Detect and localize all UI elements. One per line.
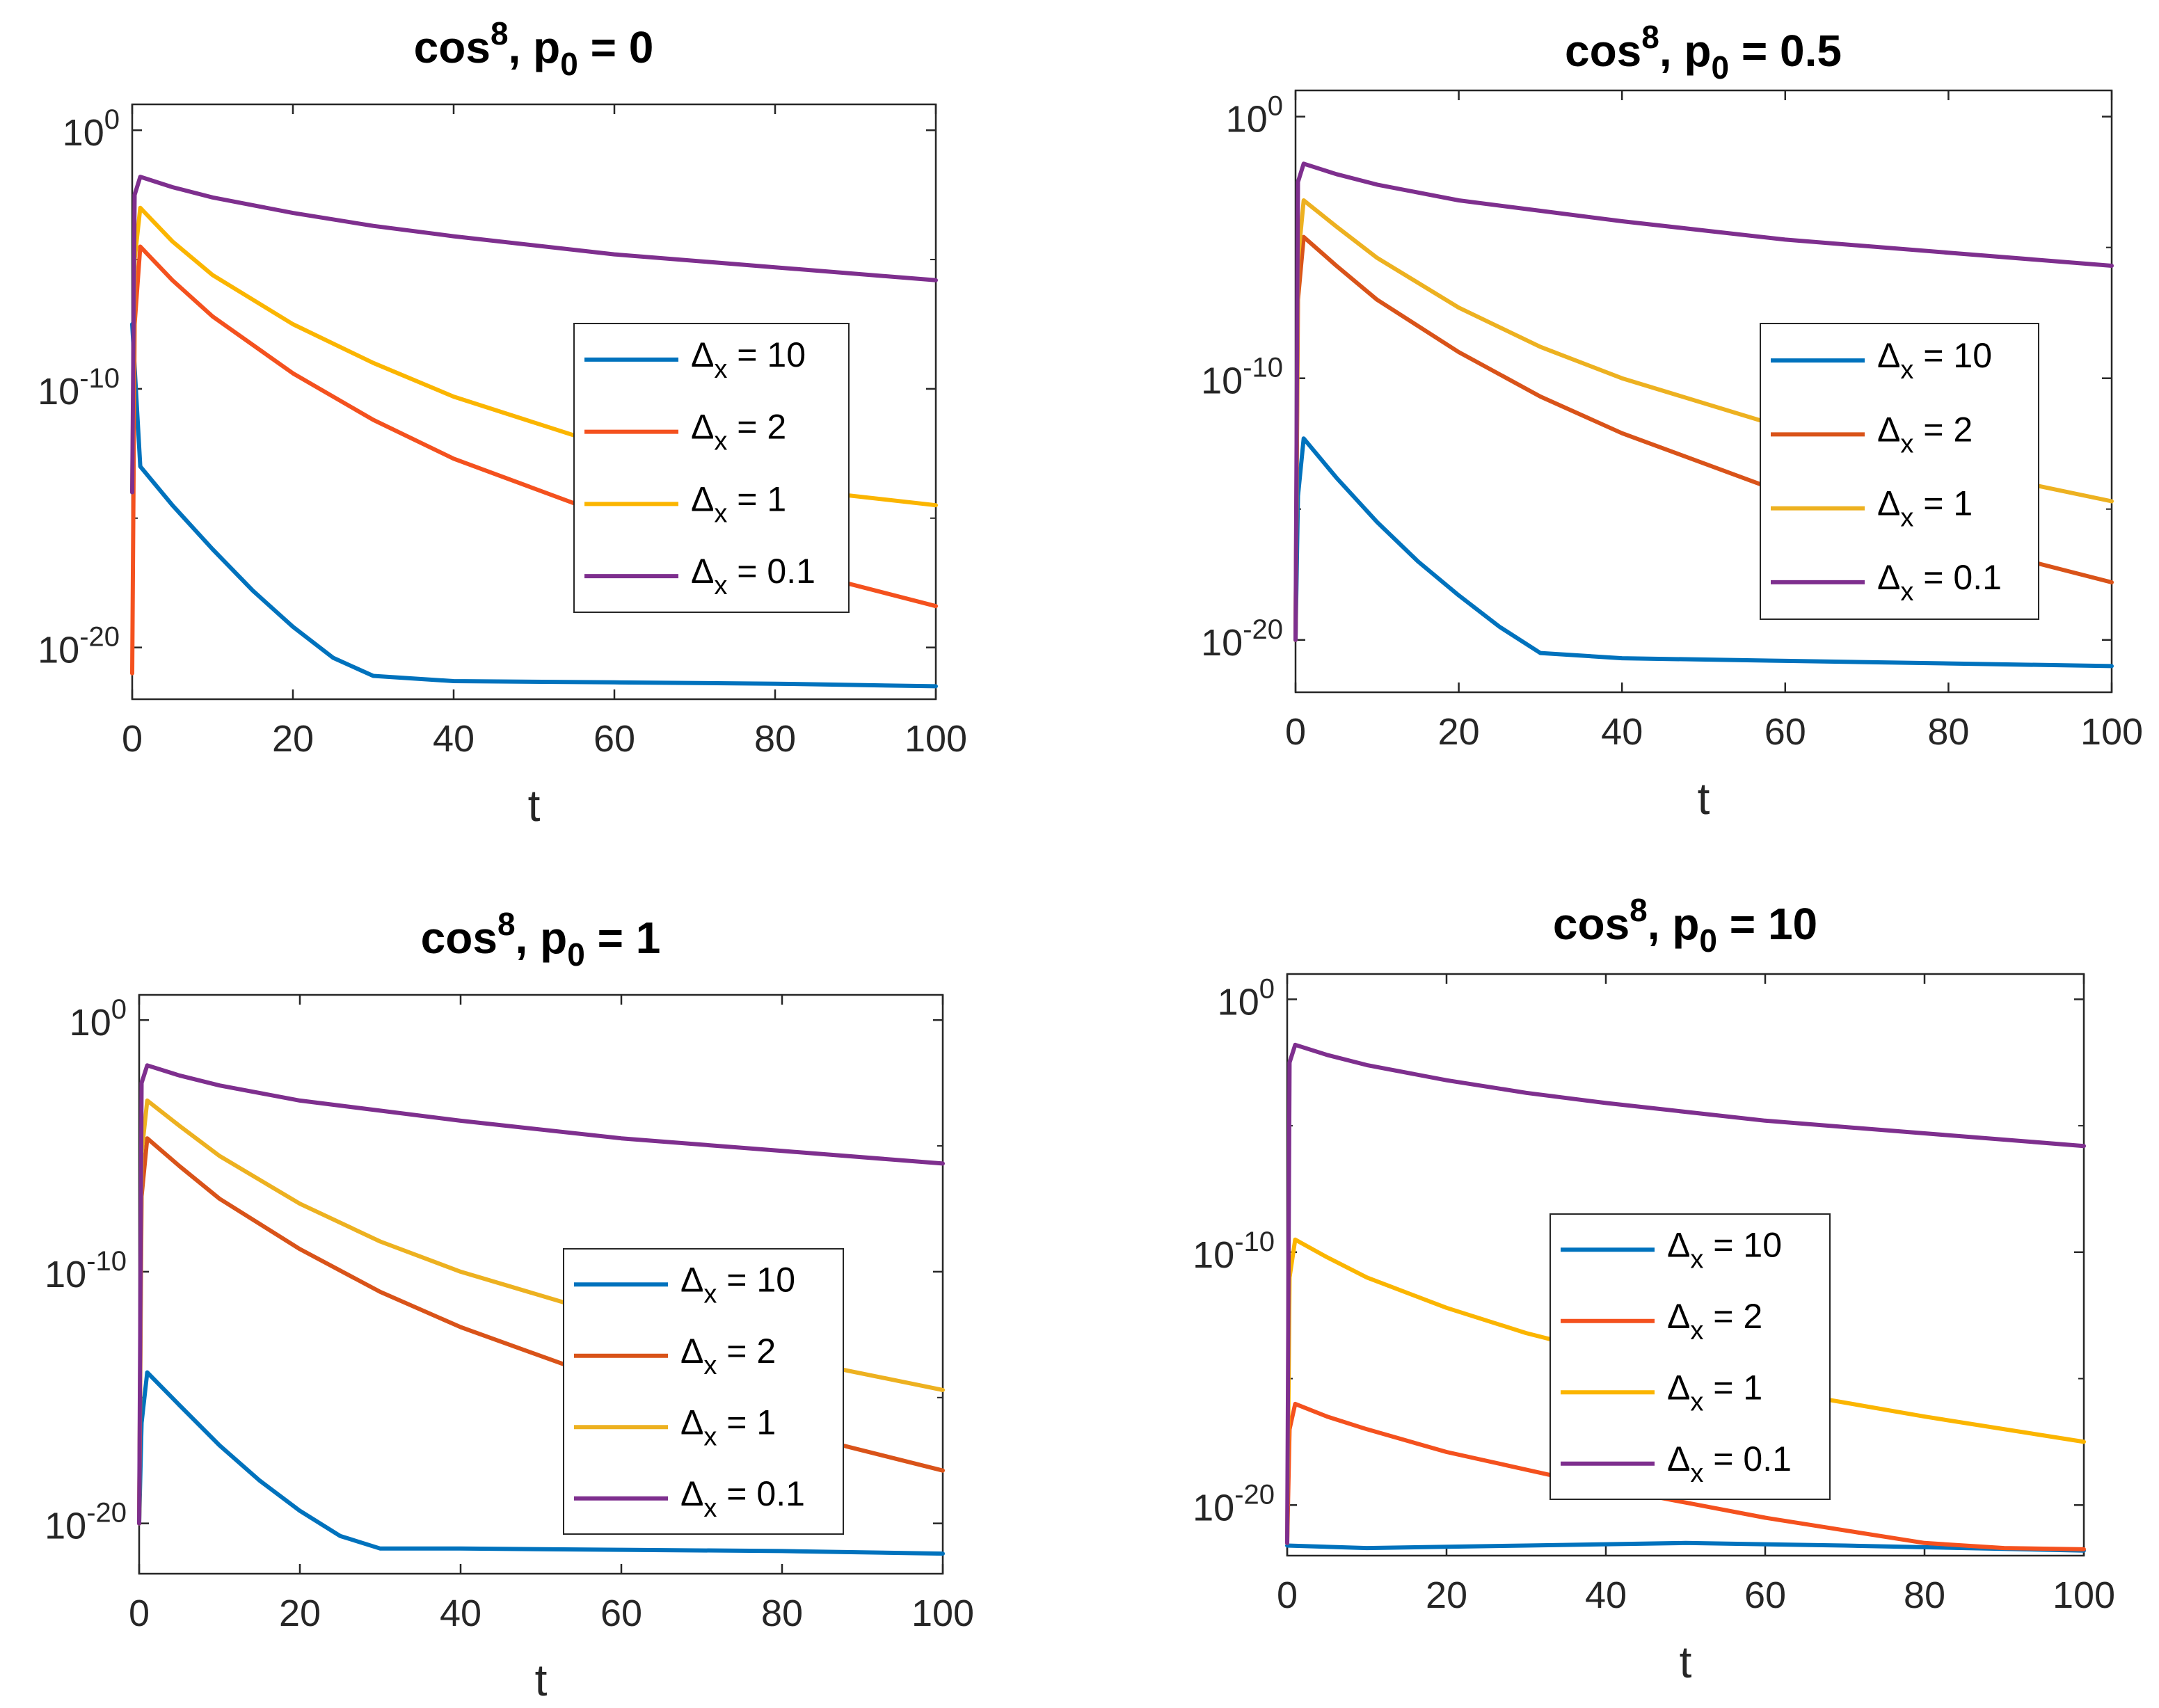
legend-entry: Δx = 10 bbox=[1877, 336, 1992, 385]
series-line-4 bbox=[1285, 1042, 2086, 1545]
x-tick-label: 0 bbox=[1285, 711, 1306, 753]
legend-entry: Δx = 0.1 bbox=[691, 552, 815, 600]
legend: Δx = 10 Δx = 2 Δx = 1 Δx = 0.1 bbox=[563, 1248, 844, 1535]
y-tick-label: 100 bbox=[63, 104, 120, 154]
x-axis-label: t bbox=[1680, 1637, 1692, 1687]
x-tick-label: 60 bbox=[1764, 711, 1806, 753]
legend-box bbox=[573, 323, 850, 613]
y-tick-label: 100 bbox=[70, 994, 127, 1044]
x-tick-label: 100 bbox=[2080, 711, 2143, 753]
series-line-4 bbox=[130, 175, 938, 495]
legend-entry: Δx = 1 bbox=[1877, 484, 1973, 533]
chart-panel-4: cos8, p0 = 10 0 20 40 60 80 100 100 10-10 10-20 t Δ… bbox=[1193, 892, 2115, 1687]
x-tick-label: 80 bbox=[1904, 1574, 1945, 1616]
x-axis-label: t bbox=[528, 781, 541, 831]
x-tick-label: 20 bbox=[1426, 1574, 1467, 1616]
y-tick-label: 10-10 bbox=[45, 1246, 127, 1295]
legend-box bbox=[563, 1248, 844, 1535]
y-tick-label: 10-20 bbox=[45, 1498, 127, 1547]
legend-entry: Δx = 1 bbox=[680, 1403, 776, 1451]
x-tick-label: 40 bbox=[440, 1593, 481, 1634]
legend-entry: Δx = 2 bbox=[691, 408, 786, 456]
series-line-4 bbox=[1293, 161, 2114, 642]
chart-title: cos8, p0 = 10 bbox=[1553, 892, 1817, 959]
y-tick-label: 10-10 bbox=[38, 363, 120, 413]
legend-entry: Δx = 0.1 bbox=[1667, 1439, 1792, 1488]
x-tick-label: 40 bbox=[1601, 711, 1643, 753]
x-tick-label: 0 bbox=[122, 718, 143, 760]
legend-entry: Δx = 2 bbox=[1877, 410, 1973, 458]
legend: Δx = 10 Δx = 2 Δx = 1 Δx = 0.1 bbox=[1549, 1213, 1831, 1500]
series-line-1 bbox=[1293, 436, 2114, 669]
legend-entry: Δx = 10 bbox=[680, 1260, 795, 1309]
x-tick-label: 100 bbox=[2053, 1574, 2115, 1616]
y-tick-label: 10-10 bbox=[1201, 353, 1283, 402]
x-tick-label: 20 bbox=[272, 718, 314, 760]
legend-entry: Δx = 10 bbox=[691, 335, 806, 384]
legend-entry: Δx = 2 bbox=[680, 1332, 776, 1380]
y-tick-label: 100 bbox=[1226, 91, 1283, 141]
legend: Δx = 10 Δx = 2 Δx = 1 Δx = 0.1 bbox=[1760, 323, 2039, 620]
chart-title: cos8, p0 = 0 bbox=[414, 15, 654, 82]
x-axis-label: t bbox=[535, 1655, 548, 1705]
legend-box bbox=[1760, 323, 2039, 620]
series-line-4 bbox=[137, 1063, 945, 1526]
legend-entry: Δx = 0.1 bbox=[1877, 558, 2002, 607]
x-tick-label: 60 bbox=[600, 1593, 642, 1634]
x-tick-label: 40 bbox=[433, 718, 475, 760]
x-tick-label: 100 bbox=[911, 1593, 974, 1634]
x-tick-label: 80 bbox=[754, 718, 796, 760]
x-axis-label: t bbox=[1698, 774, 1710, 824]
series-line-1 bbox=[137, 1370, 945, 1556]
chart-panel-3: cos8, p0 = 1 0 20 40 60 80 100 100 10-10 10-20 t Δx… bbox=[45, 906, 974, 1705]
legend-entry: Δx = 1 bbox=[1667, 1368, 1762, 1416]
chart-panel-2: cos8, p0 = 0.5 0 20 40 60 80 100 100 10-10 10-20 t… bbox=[1201, 19, 2143, 824]
x-tick-label: 60 bbox=[1744, 1574, 1786, 1616]
legend-entry: Δx = 1 bbox=[691, 479, 786, 528]
chart-title: cos8, p0 = 1 bbox=[421, 906, 661, 973]
y-tick-label: 100 bbox=[1218, 973, 1275, 1023]
x-tick-label: 0 bbox=[1277, 1574, 1298, 1616]
x-tick-label: 40 bbox=[1585, 1574, 1627, 1616]
series-line-1 bbox=[1285, 1540, 2086, 1553]
legend: Δx = 10 Δx = 2 Δx = 1 Δx = 0.1 bbox=[573, 323, 850, 613]
y-tick-label: 10-10 bbox=[1193, 1227, 1275, 1276]
x-tick-label: 80 bbox=[1927, 711, 1969, 753]
legend-box bbox=[1549, 1213, 1831, 1500]
x-tick-label: 100 bbox=[905, 718, 967, 760]
x-tick-label: 60 bbox=[593, 718, 635, 760]
x-tick-label: 0 bbox=[129, 1593, 150, 1634]
legend-entry: Δx = 2 bbox=[1667, 1297, 1762, 1346]
x-tick-label: 80 bbox=[761, 1593, 803, 1634]
y-tick-label: 10-20 bbox=[38, 622, 120, 671]
x-tick-label: 20 bbox=[279, 1593, 321, 1634]
y-tick-label: 10-20 bbox=[1193, 1479, 1275, 1529]
legend-entry: Δx = 10 bbox=[1667, 1225, 1782, 1274]
chart-title: cos8, p0 = 0.5 bbox=[1565, 19, 1842, 86]
series-line-1 bbox=[130, 322, 938, 689]
chart-panel-1: cos8, p0 = 0 0 20 40 60 80 100 100 10-10 10-20 t Δx… bbox=[38, 15, 967, 831]
y-tick-label: 10-20 bbox=[1201, 614, 1283, 664]
legend-entry: Δx = 0.1 bbox=[680, 1474, 805, 1523]
x-tick-label: 20 bbox=[1438, 711, 1480, 753]
